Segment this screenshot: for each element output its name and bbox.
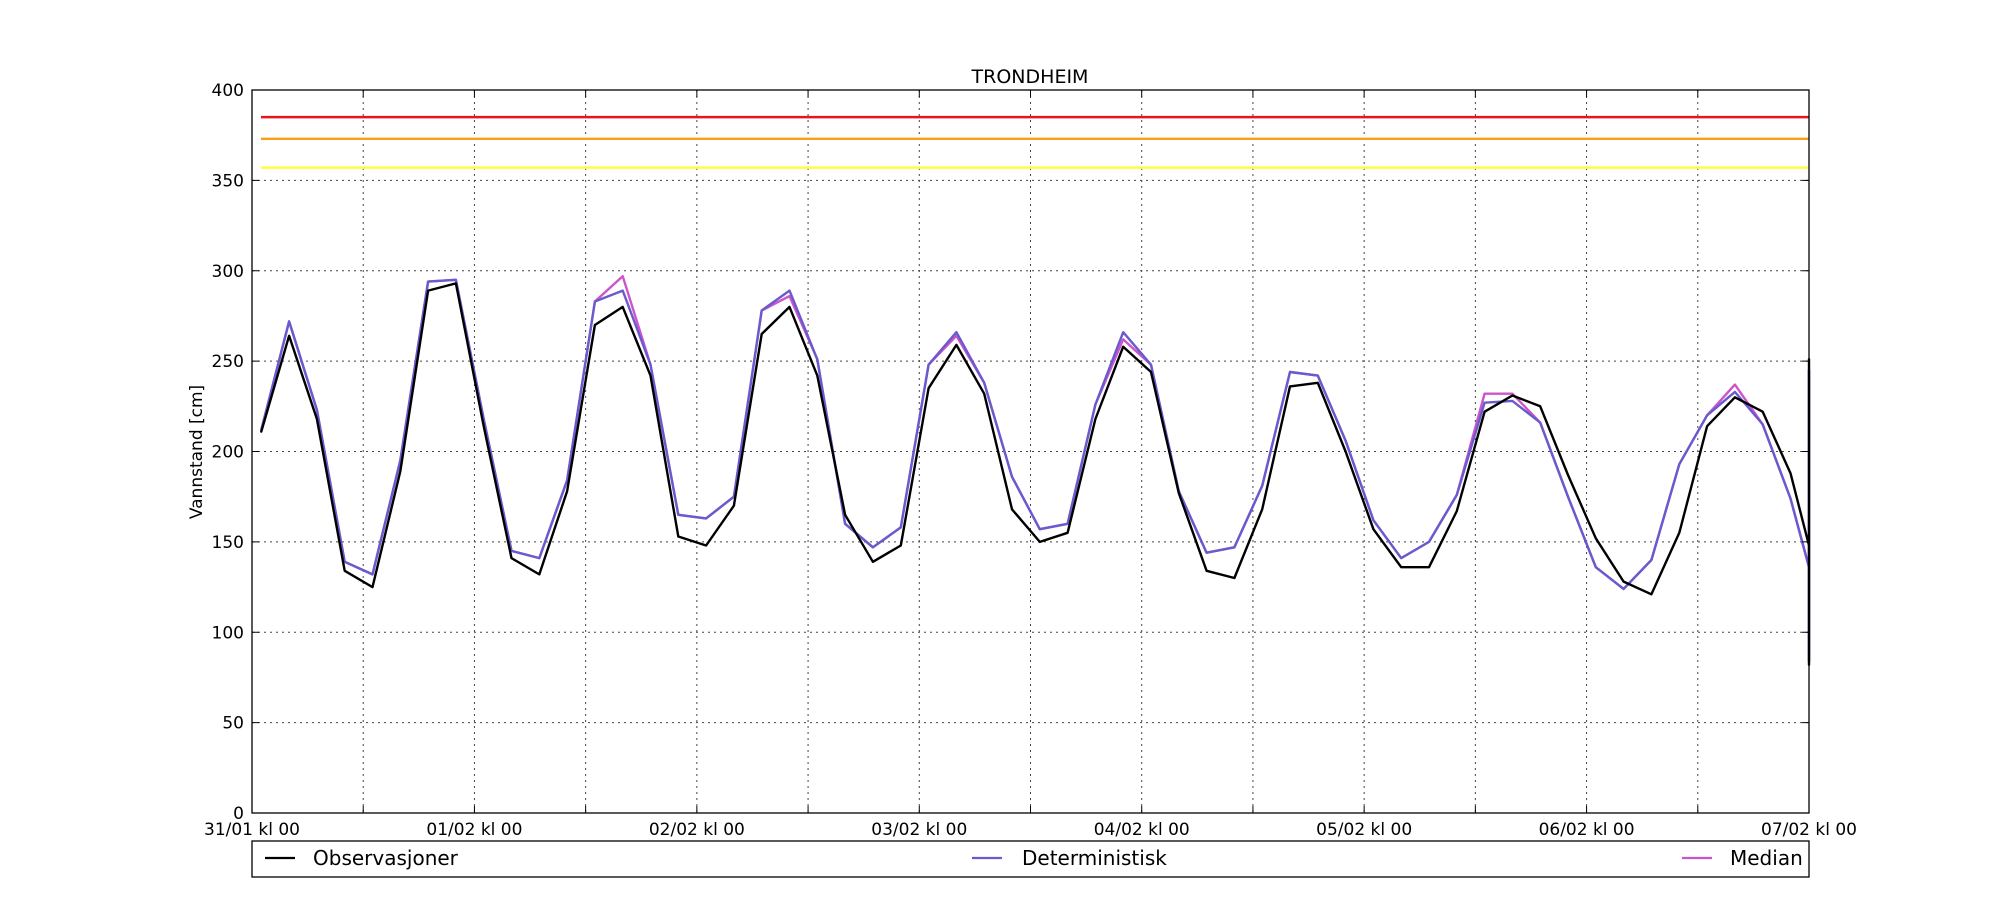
y-tick-label: 400: [212, 81, 244, 101]
x-tick-label: 01/02 kl 00: [426, 820, 522, 840]
axis-ticks: [251, 89, 1810, 814]
x-tick-labels: 31/01 kl 00 01/02 kl 00 02/02 kl 00 03/02 k…: [204, 820, 1857, 840]
x-tick-label: 05/02 kl 00: [1316, 820, 1412, 840]
y-tick-label: 100: [212, 623, 244, 643]
x-tick-label: 04/02 kl 00: [1094, 820, 1190, 840]
x-tick-label: 03/02 kl 00: [871, 820, 967, 840]
x-tick-label: 02/02 kl 00: [649, 820, 745, 840]
legend-box: [251, 840, 1810, 878]
x-tick-label: 31/01 kl 00: [204, 820, 300, 840]
y-tick-label: 0: [233, 804, 244, 824]
legend-label-deterministisk: Deterministisk: [1022, 846, 1167, 870]
y-tick-label: 150: [212, 533, 244, 553]
legend-label-median: Median: [1730, 846, 1803, 870]
y-tick-label: 300: [212, 262, 244, 282]
y-tick-label: 250: [212, 352, 244, 372]
chart-title: TRONDHEIM: [971, 66, 1089, 88]
y-tick-label: 200: [212, 443, 244, 463]
y-tick-labels: 0 50 100 150 200 250 300 350 400: [212, 81, 244, 824]
x-tick-label: 06/02 kl 00: [1539, 820, 1635, 840]
y-tick-label: 350: [212, 171, 244, 191]
y-axis-label: Vannstand [cm]: [187, 385, 207, 519]
y-tick-label: 50: [222, 714, 244, 734]
grid-lines: [252, 90, 1809, 813]
x-tick-label: 07/02 kl 00: [1761, 820, 1857, 840]
legend: Observasjoner Deterministisk Median: [251, 840, 1810, 878]
threshold-lines: [261, 115, 1809, 169]
legend-label-observasjoner: Observasjoner: [313, 846, 459, 870]
